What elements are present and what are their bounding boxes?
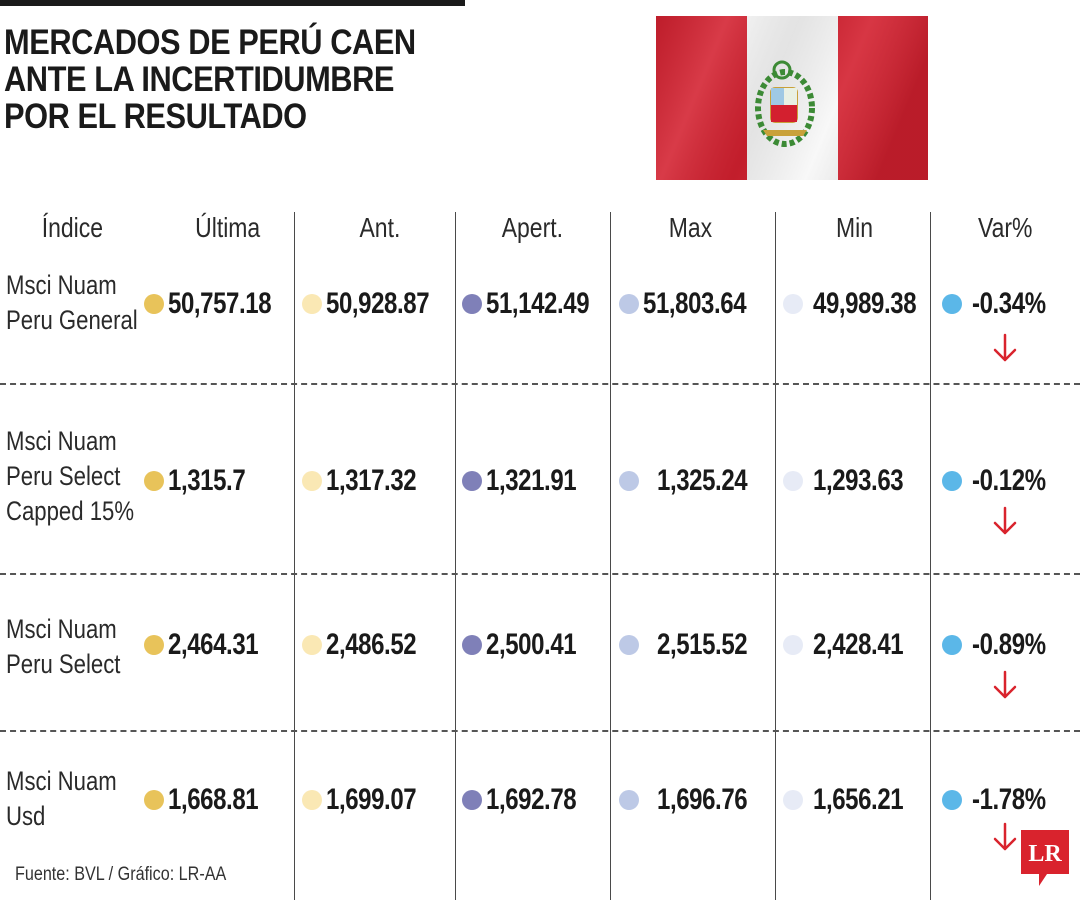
- max-dot: [619, 471, 639, 491]
- var-dot: [942, 635, 962, 655]
- ant-dot: [302, 471, 322, 491]
- value-text: 1,325.24: [657, 464, 748, 497]
- value-text: 2,464.31: [168, 628, 259, 661]
- peru-flag-image: [656, 16, 928, 180]
- index-name: Msci Nuam Peru Select: [6, 612, 166, 682]
- value-text: -1.78%: [972, 783, 1046, 816]
- column-divider: [294, 212, 295, 900]
- value-text: 1,699.07: [326, 783, 417, 816]
- index-name: Msci Nuam Peru Select Capped 15%: [6, 424, 166, 529]
- down-arrow-icon: [993, 506, 1017, 535]
- source-credit: Fuente: BVL / Gráfico: LR-AA: [15, 864, 227, 885]
- label-text: Peru General: [6, 305, 138, 335]
- column-header-var: Var%: [930, 208, 1080, 248]
- value-text: 51,803.64: [643, 287, 747, 320]
- min-dot: [783, 790, 803, 810]
- label-text: Última: [195, 212, 261, 243]
- value-text: 1,668.81: [168, 783, 259, 816]
- value-text: 1,321.91: [486, 464, 577, 497]
- index-name: Msci Nuam Peru General: [6, 268, 166, 338]
- headline-line-3: POR EL RESULTADO: [4, 97, 307, 136]
- ant-dot: [302, 294, 322, 314]
- ant-dot: [302, 790, 322, 810]
- ultima-dot: [144, 471, 164, 491]
- ultima-dot: [144, 790, 164, 810]
- min-dot: [783, 635, 803, 655]
- headline-line-1: MERCADOS DE PERÚ CAEN: [4, 23, 416, 62]
- column-header-apert: Apert.: [455, 208, 610, 248]
- row-separator: [0, 383, 1080, 385]
- label-text: Msci Nuam: [6, 426, 117, 456]
- value-text: -0.89%: [972, 628, 1046, 661]
- label-text: Ant.: [359, 212, 401, 243]
- value-text: 49,989.38: [813, 287, 917, 320]
- headline: MERCADOS DE PERÚ CAEN ANTE LA INCERTIDUM…: [4, 24, 484, 135]
- column-divider: [610, 212, 611, 900]
- label-text: Msci Nuam: [6, 766, 117, 796]
- value-text: 1,692.78: [486, 783, 577, 816]
- var-dot: [942, 471, 962, 491]
- value-text: 2,500.41: [486, 628, 577, 661]
- column-header-indice: Índice: [0, 208, 144, 248]
- ultima-dot: [144, 635, 164, 655]
- max-dot: [619, 635, 639, 655]
- row-separator: [0, 573, 1080, 575]
- down-arrow-icon: [993, 670, 1017, 699]
- label-text: Msci Nuam: [6, 614, 117, 644]
- headline-line-2: ANTE LA INCERTIDUMBRE: [4, 60, 395, 99]
- down-arrow-icon: [993, 822, 1017, 851]
- apert-dot: [462, 790, 482, 810]
- column-header-max: Max: [610, 208, 770, 248]
- var-dot: [942, 790, 962, 810]
- min-dot: [783, 471, 803, 491]
- coat-of-arms-icon: [755, 60, 815, 147]
- max-dot: [619, 294, 639, 314]
- column-divider: [775, 212, 776, 900]
- label-text: Min: [836, 212, 874, 243]
- label-text: Capped 15%: [6, 496, 135, 526]
- value-text: 1,656.21: [813, 783, 904, 816]
- min-dot: [783, 294, 803, 314]
- value-text: 1,293.63: [813, 464, 904, 497]
- column-header-ant: Ant.: [300, 208, 460, 248]
- ultima-dot: [144, 294, 164, 314]
- column-header-ultima: Última: [150, 208, 306, 248]
- value-text: -0.34%: [972, 287, 1046, 320]
- lr-logo-icon: LR: [1021, 830, 1069, 886]
- value-text: 1,317.32: [326, 464, 417, 497]
- value-text: 50,757.18: [168, 287, 272, 320]
- label-text: Peru Select: [6, 461, 121, 491]
- column-divider: [455, 212, 456, 900]
- column-divider: [930, 212, 931, 900]
- row-separator: [0, 730, 1080, 732]
- max-dot: [619, 790, 639, 810]
- svg-text:LR: LR: [1028, 841, 1062, 867]
- label-text: Peru Select: [6, 649, 121, 679]
- ant-dot: [302, 635, 322, 655]
- var-dot: [942, 294, 962, 314]
- label-text: Msci Nuam: [6, 270, 117, 300]
- apert-dot: [462, 294, 482, 314]
- value-text: 50,928.87: [326, 287, 430, 320]
- down-arrow-icon: [993, 333, 1017, 362]
- apert-dot: [462, 471, 482, 491]
- apert-dot: [462, 635, 482, 655]
- label-text: Var%: [977, 212, 1033, 243]
- value-text: 1,315.7: [168, 464, 246, 497]
- label-text: Usd: [6, 801, 46, 831]
- top-rule: [0, 0, 465, 6]
- value-text: 2,486.52: [326, 628, 417, 661]
- label-text: Max: [668, 212, 712, 243]
- column-header-min: Min: [775, 208, 935, 248]
- value-text: 51,142.49: [486, 287, 590, 320]
- value-text: 2,428.41: [813, 628, 904, 661]
- value-text: -0.12%: [972, 464, 1046, 497]
- label-text: Índice: [41, 212, 103, 243]
- label-text: Apert.: [501, 212, 564, 243]
- value-text: 1,696.76: [657, 783, 748, 816]
- value-text: 2,515.52: [657, 628, 748, 661]
- index-name: Msci Nuam Usd: [6, 764, 166, 834]
